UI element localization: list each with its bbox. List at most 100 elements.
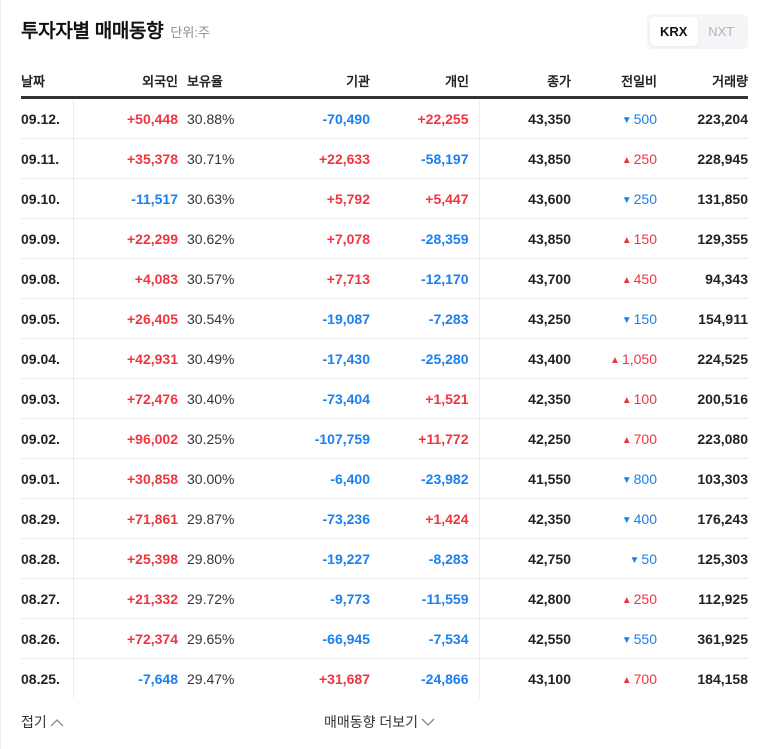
table-header-row: 날짜 외국인 보유율 기관 개인 종가 전일비 거래량 — [21, 64, 748, 99]
table-row: 09.08. +4,083 30.57% +7,713 -12,170 43,700 ▲ 45… — [21, 258, 748, 299]
triangle-up-icon: ▲ — [621, 674, 632, 686]
table-row: 09.09. +22,299 30.62% +7,078 -28,359 43,850 ▲ 1… — [21, 218, 748, 259]
cell-volume: 200,516 — [657, 378, 748, 419]
change-value: 800 — [633, 470, 657, 487]
cell-volume: 228,945 — [657, 138, 748, 179]
cell-individual: -58,197 — [370, 138, 480, 179]
change-value: 150 — [633, 310, 657, 327]
cell-close: 43,850 — [479, 138, 571, 179]
col-header-institution: 기관 — [260, 64, 370, 99]
cell-institution: -66,945 — [260, 618, 370, 659]
more-trading-button[interactable]: 매매동향 더보기 — [324, 712, 435, 732]
cell-institution: -6,400 — [260, 458, 370, 499]
cell-date: 09.01. — [21, 458, 74, 499]
cell-ratio: 30.40% — [178, 378, 260, 419]
cell-date: 08.28. — [21, 538, 74, 579]
toggle-krx[interactable]: KRX — [650, 17, 698, 46]
table-row: 08.27. +21,332 29.72% -9,773 -11,559 42,800 ▲ 2… — [21, 578, 748, 619]
cell-ratio: 29.80% — [178, 538, 260, 579]
cell-change: ▼ 400 — [571, 498, 657, 539]
cell-individual: -25,280 — [370, 338, 480, 379]
col-header-close: 종가 — [479, 64, 571, 99]
cell-foreign: -7,648 — [138, 670, 178, 687]
cell-foreign: -11,517 — [73, 178, 178, 219]
cell-foreign: +72,476 — [73, 378, 178, 419]
cell-institution: -9,773 — [260, 578, 370, 619]
cell-date: 09.09. — [21, 218, 74, 259]
panel-title: 투자자별 매매동향 — [21, 21, 164, 42]
cell-foreign: +42,931 — [73, 338, 178, 379]
cell-individual: +1,424 — [370, 498, 480, 539]
cell-foreign: +50,448 — [73, 97, 178, 139]
cell-change: ▲ 450 — [571, 258, 657, 299]
cell-foreign: +72,374 — [73, 618, 178, 659]
toggle-nxt[interactable]: NXT — [698, 17, 746, 46]
triangle-up-icon: ▲ — [621, 234, 632, 246]
change-value: 400 — [633, 510, 657, 527]
cell-close: 42,550 — [479, 618, 571, 659]
col-header-date: 날짜 — [21, 64, 73, 99]
cell-volume: 103,303 — [657, 458, 748, 499]
triangle-down-icon: ▼ — [621, 474, 632, 486]
cell-close: 43,850 — [479, 218, 571, 259]
triangle-down-icon: ▼ — [621, 194, 632, 206]
collapse-button[interactable]: 접기 — [21, 712, 64, 732]
cell-close: 42,750 — [479, 538, 571, 579]
cell-close: 42,350 — [479, 498, 571, 539]
cell-institution: +7,713 — [260, 258, 370, 299]
cell-individual: -7,534 — [370, 618, 480, 659]
cell-ratio: 30.63% — [178, 178, 260, 219]
left-edge-divider — [0, 0, 1, 749]
col-header-change: 전일비 — [571, 64, 657, 99]
table-row: 08.28. +25,398 29.80% -19,227 -8,283 42,750 ▼ 5… — [21, 538, 748, 579]
cell-volume: 129,355 — [657, 218, 748, 259]
cell-individual: +1,521 — [370, 378, 480, 419]
cell-institution: -70,490 — [260, 97, 370, 139]
cell-volume: 125,303 — [657, 538, 748, 579]
cell-institution: -19,087 — [260, 298, 370, 339]
triangle-up-icon: ▲ — [621, 274, 632, 286]
title-row: 투자자별 매매동향 단위:주 — [21, 16, 210, 48]
cell-individual: -8,283 — [370, 538, 480, 579]
cell-change: ▲ 250 — [571, 138, 657, 179]
cell-volume: 176,243 — [657, 498, 748, 539]
cell-institution: -17,430 — [260, 338, 370, 379]
table-row: 08.26. +72,374 29.65% -66,945 -7,534 42,550 ▼ 5… — [21, 618, 748, 659]
cell-date: 08.27. — [21, 578, 74, 619]
cell-volume: 154,911 — [657, 298, 748, 339]
triangle-down-icon: ▼ — [621, 114, 632, 126]
cell-individual: +5,447 — [370, 178, 480, 219]
cell-individual: +22,255 — [370, 97, 480, 139]
cell-close: 41,550 — [479, 458, 571, 499]
triangle-down-icon: ▼ — [621, 314, 632, 326]
cell-close: 43,600 — [479, 178, 571, 219]
cell-foreign: +96,002 — [73, 418, 178, 459]
cell-close: 42,800 — [479, 578, 571, 619]
triangle-down-icon: ▼ — [621, 634, 632, 646]
cell-foreign: +22,299 — [73, 218, 178, 259]
cell-change: ▼ 800 — [571, 458, 657, 499]
table-row: 09.10. -11,517 30.63% +5,792 +5,447 43,600 ▼ 25… — [21, 178, 748, 219]
table-row: 09.04. +42,931 30.49% -17,430 -25,280 43,400 ▲… — [21, 338, 748, 379]
cell-individual: -23,982 — [370, 458, 480, 499]
table-row: 08.25. -7,648 29.47% +31,687 -24,866 43,100 ▲ 7… — [21, 658, 748, 698]
table-row: 09.11. +35,378 30.71% +22,633 -58,197 43,850 ▲… — [21, 138, 748, 179]
cell-ratio: 30.00% — [178, 458, 260, 499]
cell-date: 08.25. — [21, 658, 74, 698]
cell-change: ▲ 1,050 — [571, 338, 657, 379]
cell-ratio: 30.88% — [178, 97, 260, 139]
cell-change: ▼ 500 — [571, 97, 657, 139]
cell-volume: 223,080 — [657, 418, 748, 459]
cell-individual: -24,866 — [370, 658, 480, 698]
table-footer: 접기 매매동향 더보기 — [21, 704, 748, 740]
change-value: 700 — [633, 430, 657, 447]
cell-date: 09.04. — [21, 338, 74, 379]
cell-date: 09.03. — [21, 378, 74, 419]
triangle-up-icon: ▲ — [621, 434, 632, 446]
col-header-ratio: 보유율 — [178, 64, 260, 99]
change-value: 250 — [633, 190, 657, 207]
table-row: 09.05. +26,405 30.54% -19,087 -7,283 43,250 ▼ 1… — [21, 298, 748, 339]
triangle-up-icon: ▲ — [621, 394, 632, 406]
cell-date: 09.11. — [21, 138, 74, 179]
change-value: 550 — [633, 630, 657, 647]
